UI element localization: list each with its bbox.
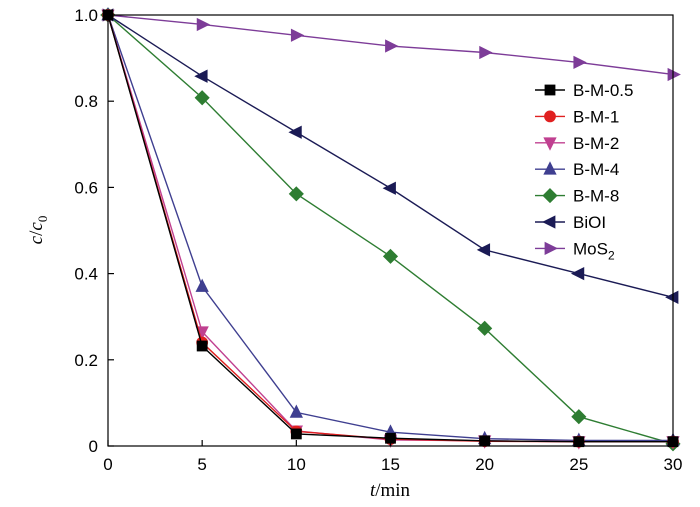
legend-label: B-M-2 bbox=[573, 134, 619, 153]
data-point bbox=[195, 278, 209, 292]
legend-label: B-M-4 bbox=[573, 160, 619, 179]
y-tick-label: 1.0 bbox=[74, 6, 98, 25]
legend-item: MoS2 bbox=[535, 239, 615, 262]
x-tick-label: 30 bbox=[664, 455, 683, 474]
data-point bbox=[573, 55, 587, 70]
y-tick-label: 0.6 bbox=[74, 178, 98, 197]
data-point bbox=[290, 28, 305, 42]
data-point bbox=[382, 248, 399, 264]
axes: 0 5 10 15 20 25 30 0 0.2 0.4 0.6 0.8 1.0 bbox=[74, 6, 682, 474]
x-tick-label: 25 bbox=[569, 455, 588, 474]
data-point bbox=[194, 90, 210, 106]
legend-label: B-M-0.5 bbox=[573, 81, 633, 100]
legend-marker bbox=[544, 84, 556, 96]
y-tick-label: 0.4 bbox=[74, 265, 98, 284]
data-point bbox=[288, 125, 302, 139]
data-point bbox=[665, 290, 679, 304]
y-tick-label: 0 bbox=[89, 437, 98, 456]
data-point bbox=[288, 186, 304, 202]
y-axis-title: c/c0 bbox=[26, 216, 50, 245]
legend-marker bbox=[543, 161, 557, 175]
legend-item: B-M-8 bbox=[535, 187, 619, 206]
legend-marker bbox=[543, 137, 557, 151]
data-point bbox=[476, 243, 491, 257]
x-tick-label: 0 bbox=[103, 455, 112, 474]
legend: B-M-0.5 B-M-1 B-M-2 B-M-4 B-M-8 BiOI MoS2 bbox=[535, 81, 633, 262]
legend-marker bbox=[542, 188, 558, 204]
x-tick-label: 20 bbox=[475, 455, 494, 474]
data-point bbox=[570, 266, 585, 281]
legend-label: B-M-1 bbox=[573, 107, 619, 126]
y-tick-label: 0.8 bbox=[74, 92, 98, 111]
x-tick-label: 15 bbox=[381, 455, 400, 474]
legend-marker bbox=[544, 241, 558, 256]
x-tick-label: 10 bbox=[287, 455, 306, 474]
series-bioi bbox=[100, 8, 679, 304]
legend-item: B-M-4 bbox=[535, 160, 619, 179]
legend-item: B-M-2 bbox=[535, 134, 619, 153]
data-point bbox=[382, 181, 396, 195]
legend-label: BiOI bbox=[573, 213, 606, 232]
data-point bbox=[196, 17, 211, 32]
legend-marker bbox=[542, 215, 556, 229]
data-point bbox=[196, 340, 208, 352]
data-point bbox=[385, 39, 399, 53]
data-point bbox=[571, 409, 587, 425]
legend-label: MoS2 bbox=[573, 239, 615, 262]
legend-item: B-M-0.5 bbox=[535, 81, 633, 100]
data-point bbox=[477, 320, 493, 336]
legend-marker bbox=[544, 110, 556, 123]
data-point bbox=[194, 69, 208, 83]
legend-label: B-M-8 bbox=[573, 187, 619, 206]
legend-item: B-M-1 bbox=[535, 107, 619, 126]
data-point bbox=[479, 45, 493, 60]
data-point bbox=[290, 428, 302, 440]
x-axis-title: t/min bbox=[370, 480, 411, 501]
data-point bbox=[289, 404, 303, 418]
x-tick-label: 5 bbox=[197, 455, 206, 474]
legend-item: BiOI bbox=[535, 213, 606, 232]
y-tick-label: 0.2 bbox=[74, 351, 98, 370]
data-point bbox=[667, 67, 681, 82]
